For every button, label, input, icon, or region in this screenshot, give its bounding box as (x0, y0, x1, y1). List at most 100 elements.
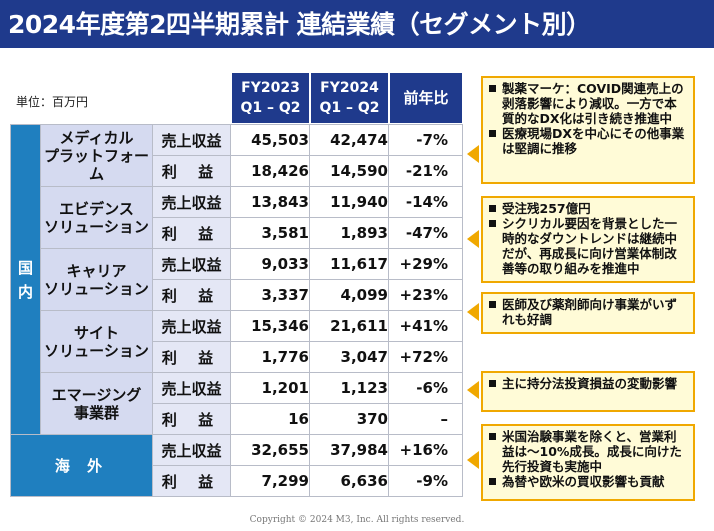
value-fy2024: 11,617 (309, 248, 389, 280)
segment-name: キャリア ソリューション (40, 248, 153, 311)
value-fy2024: 42,474 (309, 124, 389, 156)
metric-profit-label: 利 益 (152, 403, 231, 435)
value-yoy: -21% (388, 155, 463, 187)
unit-label: 単位：百万円 (16, 95, 89, 109)
metric-revenue-label: 売上収益 (152, 124, 231, 156)
value-fy2024: 11,940 (309, 186, 389, 218)
value-fy2023: 18,426 (230, 155, 310, 187)
callout-text: シクリカル要因を背景とした一時的なダウントレンドは継続中だが、再成長に向け営業体… (502, 216, 678, 276)
page-title: 2024年度第2四半期累計 連結業績（セグメント別） (8, 10, 591, 39)
callout-pointer (467, 303, 479, 321)
value-fy2024: 6,636 (309, 465, 389, 497)
square-bullet-icon (489, 301, 496, 308)
column-header-yoy: 前年比 (390, 73, 462, 123)
region-domestic-char-1: 国 (17, 258, 33, 277)
callout-text: 受注残257億円 (502, 201, 591, 216)
value-yoy: – (388, 403, 463, 435)
segment-name-line-2: ソリューション (44, 217, 149, 236)
table-row: エビデンス ソリューション 売上収益 13,843 11,940 -14% (11, 186, 463, 249)
value-yoy: -14% (388, 186, 463, 218)
value-fy2024: 1,123 (309, 372, 389, 404)
table-row: 国 内 メディカル プラットフォーム 売上収益 45,503 42,474 -7… (10, 124, 463, 435)
value-yoy: +29% (388, 248, 463, 280)
callout-career-site-solution: 医師及び薬剤師向け事業がいずれも好調 (481, 292, 695, 334)
segment-name: サイト ソリューション (40, 310, 153, 373)
callout-item: 主に持分法投資損益の変動影響 (489, 376, 688, 391)
callout-emerging-business: 主に持分法投資損益の変動影響 (481, 371, 695, 412)
value-fy2023: 16 (230, 403, 310, 435)
callout-evidence-solution: 受注残257億円 シクリカル要因を背景とした一時的なダウントレンドは継続中だが、… (481, 196, 695, 283)
table-row: エマージング 事業群 売上収益 1,201 1,123 -6% (11, 372, 463, 435)
callout-pointer (467, 230, 479, 248)
value-yoy: +72% (388, 341, 463, 373)
segment-name: エビデンス ソリューション (40, 186, 153, 249)
callout-text: 主に持分法投資損益の変動影響 (502, 376, 678, 391)
region-domestic: 国 内 (10, 124, 41, 435)
segment-name-line-2: 事業群 (73, 403, 119, 422)
metric-revenue-label: 売上収益 (152, 248, 231, 280)
value-fy2024: 4,099 (309, 279, 389, 311)
metric-profit-label: 利 益 (152, 465, 231, 497)
table-row: サイト ソリューション 売上収益 15,346 21,611 +41% (11, 310, 463, 373)
value-fy2023: 15,346 (230, 310, 310, 342)
metric-profit-label: 利 益 (152, 279, 231, 311)
square-bullet-icon (489, 205, 496, 212)
column-header-fy2023-year: FY2023 (241, 80, 300, 96)
value-yoy: +16% (388, 434, 463, 466)
metric-profit-label: 利 益 (152, 155, 231, 187)
table-row: 利 益 3,337 4,099 +23% (11, 279, 463, 311)
value-fy2023: 45,503 (230, 124, 310, 156)
value-yoy: -9% (388, 465, 463, 497)
square-bullet-icon (489, 478, 496, 485)
segment-name-line-1: サイト (73, 323, 119, 342)
table-row: 利 益 3,581 1,893 -47% (11, 217, 463, 249)
metric-revenue-label: 売上収益 (152, 310, 231, 342)
value-fy2024: 1,893 (309, 217, 389, 249)
metric-profit-label: 利 益 (152, 341, 231, 373)
callout-pointer (467, 145, 479, 163)
value-yoy: +41% (388, 310, 463, 342)
column-header-fy2023: FY2023 Q1 – Q2 (232, 73, 309, 123)
title-bar: 2024年度第2四半期累計 連結業績（セグメント別） (0, 0, 714, 48)
value-yoy: -7% (388, 124, 463, 156)
segment-name-line-2: ソリューション (44, 279, 149, 298)
table-row: 海 外 売上収益 32,655 37,984 +16% (10, 434, 463, 497)
segment-name-line-2: ソリューション (44, 341, 149, 360)
column-header-fy2024-period: Q1 – Q2 (319, 100, 380, 116)
metric-profit-label: 利 益 (152, 217, 231, 249)
value-fy2023: 7,299 (230, 465, 310, 497)
copyright-footer: Copyright © 2024 M3, Inc. All rights res… (249, 515, 465, 525)
table-row: 利 益 1,776 3,047 +72% (11, 341, 463, 373)
column-header-yoy-label: 前年比 (403, 89, 449, 107)
callout-text: 製薬マーケ：COVID関連売上の剥落影響により減収。一方で本質的なDX化は引き続… (502, 81, 684, 126)
value-fy2023: 13,843 (230, 186, 310, 218)
value-fy2023: 3,337 (230, 279, 310, 311)
callout-pointer (467, 451, 479, 469)
metric-revenue-label: 売上収益 (152, 434, 231, 466)
callout-text: 医療現場DXを中心にその他事業は堅調に推移 (502, 126, 685, 156)
column-header-fy2024-year: FY2024 (320, 80, 379, 96)
value-fy2023: 9,033 (230, 248, 310, 280)
callout-pointer (467, 381, 479, 399)
value-fy2023: 3,581 (230, 217, 310, 249)
value-fy2024: 3,047 (309, 341, 389, 373)
callout-item: シクリカル要因を背景とした一時的なダウントレンドは継続中だが、再成長に向け営業体… (489, 216, 688, 276)
callout-item: 医師及び薬剤師向け事業がいずれも好調 (489, 297, 688, 327)
value-fy2023: 1,776 (230, 341, 310, 373)
table-row: 利 益 18,426 14,590 -21% (11, 155, 463, 187)
value-fy2024: 14,590 (309, 155, 389, 187)
square-bullet-icon (489, 380, 496, 387)
callout-item: 製薬マーケ：COVID関連売上の剥落影響により減収。一方で本質的なDX化は引き続… (489, 81, 688, 126)
table-row: 利 益 7,299 6,636 -9% (11, 465, 463, 497)
segment-name: メディカル プラットフォーム (40, 124, 153, 187)
region-domestic-char-2: 内 (17, 282, 33, 301)
value-fy2024: 370 (309, 403, 389, 435)
metric-revenue-label: 売上収益 (152, 186, 231, 218)
column-header-fy2023-period: Q1 – Q2 (240, 100, 301, 116)
callout-item: 医療現場DXを中心にその他事業は堅調に推移 (489, 126, 688, 156)
segment-name: エマージング 事業群 (40, 372, 153, 435)
segment-name-line-1: メディカル (59, 128, 134, 147)
metric-revenue-label: 売上収益 (152, 372, 231, 404)
table-row: キャリア ソリューション 売上収益 9,033 11,617 +29% (11, 248, 463, 311)
square-bullet-icon (489, 433, 496, 440)
